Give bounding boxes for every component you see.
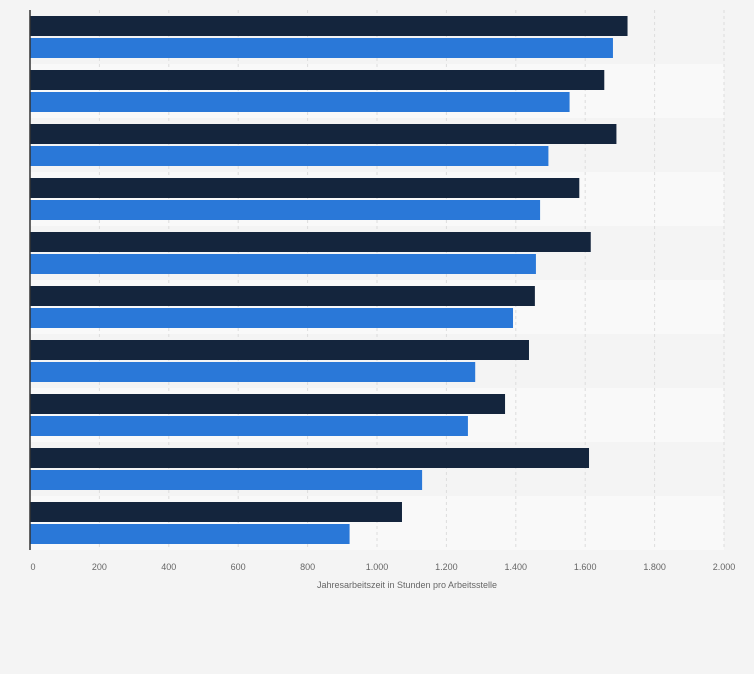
x-tick-label: 2.000 xyxy=(713,562,736,572)
x-tick-label: 800 xyxy=(300,562,315,572)
x-tick-label: 1.000 xyxy=(366,562,389,572)
x-tick-label: 1.200 xyxy=(435,562,458,572)
bar-series-2[interactable] xyxy=(30,308,514,328)
bar-series-1[interactable] xyxy=(30,448,590,468)
bar-series-2[interactable] xyxy=(30,200,541,220)
bar-series-1[interactable] xyxy=(30,286,535,306)
bar-series-2[interactable] xyxy=(30,362,476,382)
bar-series-2[interactable] xyxy=(30,416,468,436)
bar-series-2[interactable] xyxy=(30,146,549,166)
bar-series-2[interactable] xyxy=(30,38,613,58)
bar-series-1[interactable] xyxy=(30,16,628,36)
bar-series-2[interactable] xyxy=(30,470,423,490)
bar-series-1[interactable] xyxy=(30,124,617,144)
x-tick-label: 600 xyxy=(231,562,246,572)
bar-series-2[interactable] xyxy=(30,254,536,274)
bar-series-1[interactable] xyxy=(30,70,605,90)
x-axis-title: Jahresarbeitszeit in Stunden pro Arbeits… xyxy=(317,580,497,590)
bar-series-2[interactable] xyxy=(30,92,570,112)
x-tick-label: 1.800 xyxy=(643,562,666,572)
bar-series-1[interactable] xyxy=(30,394,506,414)
x-tick-label: 400 xyxy=(161,562,176,572)
bar-series-2[interactable] xyxy=(30,524,350,544)
x-tick-label: 1.400 xyxy=(505,562,528,572)
x-tick-label: 0 xyxy=(30,562,35,572)
bar-series-1[interactable] xyxy=(30,502,402,522)
x-tick-label: 1.600 xyxy=(574,562,597,572)
x-tick-labels: 0 200 400 600 800 1.000 1.200 1.400 1.600 1.800 2.… xyxy=(30,562,735,572)
bar-series-1[interactable] xyxy=(30,340,529,360)
bars xyxy=(30,16,628,544)
x-tick-label: 200 xyxy=(92,562,107,572)
bar-series-1[interactable] xyxy=(30,178,580,198)
bar-series-1[interactable] xyxy=(30,232,591,252)
